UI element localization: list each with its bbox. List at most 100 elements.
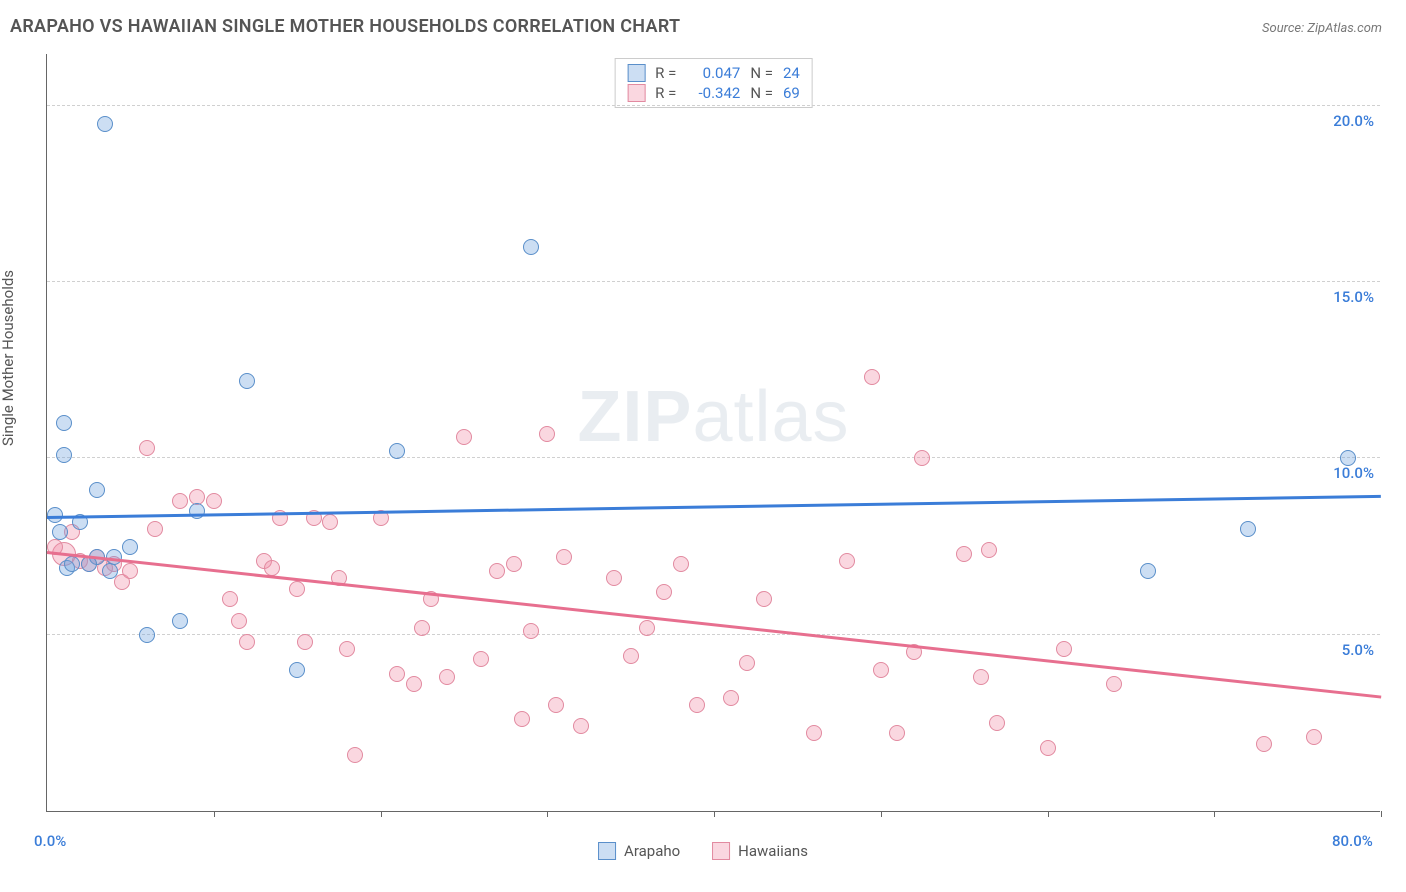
data-point-hawaiians: [539, 426, 555, 442]
chart-title: ARAPAHO VS HAWAIIAN SINGLE MOTHER HOUSEH…: [10, 16, 680, 37]
y-tick-label: 20.0%: [1333, 112, 1374, 130]
swatch-arapaho: [627, 64, 645, 82]
data-point-hawaiians: [347, 747, 363, 763]
data-point-arapaho: [64, 556, 80, 572]
swatch-hawaiians: [627, 84, 645, 102]
y-tick-label: 15.0%: [1333, 288, 1374, 306]
data-point-hawaiians: [889, 725, 905, 741]
watermark-bold: ZIP: [577, 377, 692, 457]
data-point-hawaiians: [414, 620, 430, 636]
data-point-arapaho: [122, 539, 138, 555]
data-point-hawaiians: [297, 634, 313, 650]
data-point-hawaiians: [322, 514, 338, 530]
data-point-hawaiians: [1056, 641, 1072, 657]
data-point-hawaiians: [806, 725, 822, 741]
data-point-hawaiians: [864, 369, 880, 385]
data-point-arapaho: [1240, 521, 1256, 537]
correlation-row-hawaiians: R = -0.342 N = 69: [627, 83, 800, 103]
x-tick: [714, 811, 715, 817]
legend-label-hawaiians: Hawaiians: [738, 842, 808, 860]
data-point-arapaho: [102, 563, 118, 579]
data-point-hawaiians: [506, 556, 522, 572]
data-point-hawaiians: [623, 648, 639, 664]
data-point-hawaiians: [573, 718, 589, 734]
data-point-hawaiians: [122, 563, 138, 579]
source-label: Source: ZipAtlas.com: [1262, 21, 1382, 36]
data-point-hawaiians: [556, 549, 572, 565]
data-point-arapaho: [289, 662, 305, 678]
n-label: N =: [750, 84, 773, 102]
data-point-hawaiians: [981, 542, 997, 558]
data-point-hawaiians: [473, 651, 489, 667]
swatch-hawaiians: [712, 842, 730, 860]
x-tick: [1214, 811, 1215, 817]
data-point-hawaiians: [206, 493, 222, 509]
data-point-hawaiians: [673, 556, 689, 572]
data-point-hawaiians: [914, 450, 930, 466]
data-point-arapaho: [172, 613, 188, 629]
data-point-hawaiians: [1040, 740, 1056, 756]
data-point-arapaho: [56, 447, 72, 463]
data-point-hawaiians: [172, 493, 188, 509]
r-value-hawaiians: -0.342: [686, 84, 740, 102]
n-label: N =: [750, 64, 773, 82]
data-point-hawaiians: [1306, 729, 1322, 745]
data-point-hawaiians: [406, 676, 422, 692]
data-point-hawaiians: [339, 641, 355, 657]
plot-area: ZIPatlas R = 0.047 N = 24 R = -0.342 N =…: [46, 54, 1380, 812]
data-point-arapaho: [239, 373, 255, 389]
gridline: [47, 281, 1380, 282]
data-point-arapaho: [89, 482, 105, 498]
data-point-hawaiians: [289, 581, 305, 597]
r-value-arapaho: 0.047: [686, 64, 740, 82]
data-point-arapaho: [189, 503, 205, 519]
data-point-hawaiians: [956, 546, 972, 562]
x-tick: [1381, 811, 1382, 817]
y-tick-label: 5.0%: [1342, 641, 1374, 659]
data-point-hawaiians: [439, 669, 455, 685]
correlation-row-arapaho: R = 0.047 N = 24: [627, 63, 800, 83]
data-point-hawaiians: [523, 623, 539, 639]
data-point-arapaho: [139, 627, 155, 643]
data-point-arapaho: [1340, 450, 1356, 466]
data-point-arapaho: [97, 116, 113, 132]
data-point-hawaiians: [389, 666, 405, 682]
x-tick: [881, 811, 882, 817]
regression-line-hawaiians: [47, 551, 1381, 698]
data-point-hawaiians: [973, 669, 989, 685]
correlation-legend: R = 0.047 N = 24 R = -0.342 N = 69: [614, 58, 813, 108]
x-tick: [214, 811, 215, 817]
data-point-arapaho: [52, 524, 68, 540]
data-point-hawaiians: [723, 690, 739, 706]
swatch-arapaho: [598, 842, 616, 860]
data-point-hawaiians: [548, 697, 564, 713]
watermark-rest: atlas: [692, 377, 849, 457]
data-point-hawaiians: [689, 697, 705, 713]
x-tick-label: 0.0%: [34, 832, 66, 850]
data-point-hawaiians: [873, 662, 889, 678]
data-point-hawaiians: [639, 620, 655, 636]
data-point-hawaiians: [264, 560, 280, 576]
gridline: [47, 105, 1380, 106]
title-row: ARAPAHO VS HAWAIIAN SINGLE MOTHER HOUSEH…: [10, 16, 1382, 37]
legend-label-arapaho: Arapaho: [624, 842, 680, 860]
series-legend: Arapaho Hawaiians: [598, 842, 808, 860]
data-point-hawaiians: [489, 563, 505, 579]
data-point-hawaiians: [756, 591, 772, 607]
r-label: R =: [655, 64, 676, 82]
data-point-hawaiians: [839, 553, 855, 569]
data-point-hawaiians: [989, 715, 1005, 731]
n-value-hawaiians: 69: [783, 84, 800, 102]
gridline: [47, 457, 1380, 458]
x-tick-label: 80.0%: [1332, 832, 1373, 850]
data-point-arapaho: [56, 415, 72, 431]
x-tick: [1048, 811, 1049, 817]
data-point-hawaiians: [656, 584, 672, 600]
y-axis-label: Single Mother Households: [0, 270, 17, 446]
data-point-hawaiians: [1106, 676, 1122, 692]
data-point-arapaho: [1140, 563, 1156, 579]
chart-container: ARAPAHO VS HAWAIIAN SINGLE MOTHER HOUSEH…: [0, 0, 1406, 892]
x-tick: [547, 811, 548, 817]
regression-line-arapaho: [47, 495, 1381, 519]
n-value-arapaho: 24: [783, 64, 800, 82]
